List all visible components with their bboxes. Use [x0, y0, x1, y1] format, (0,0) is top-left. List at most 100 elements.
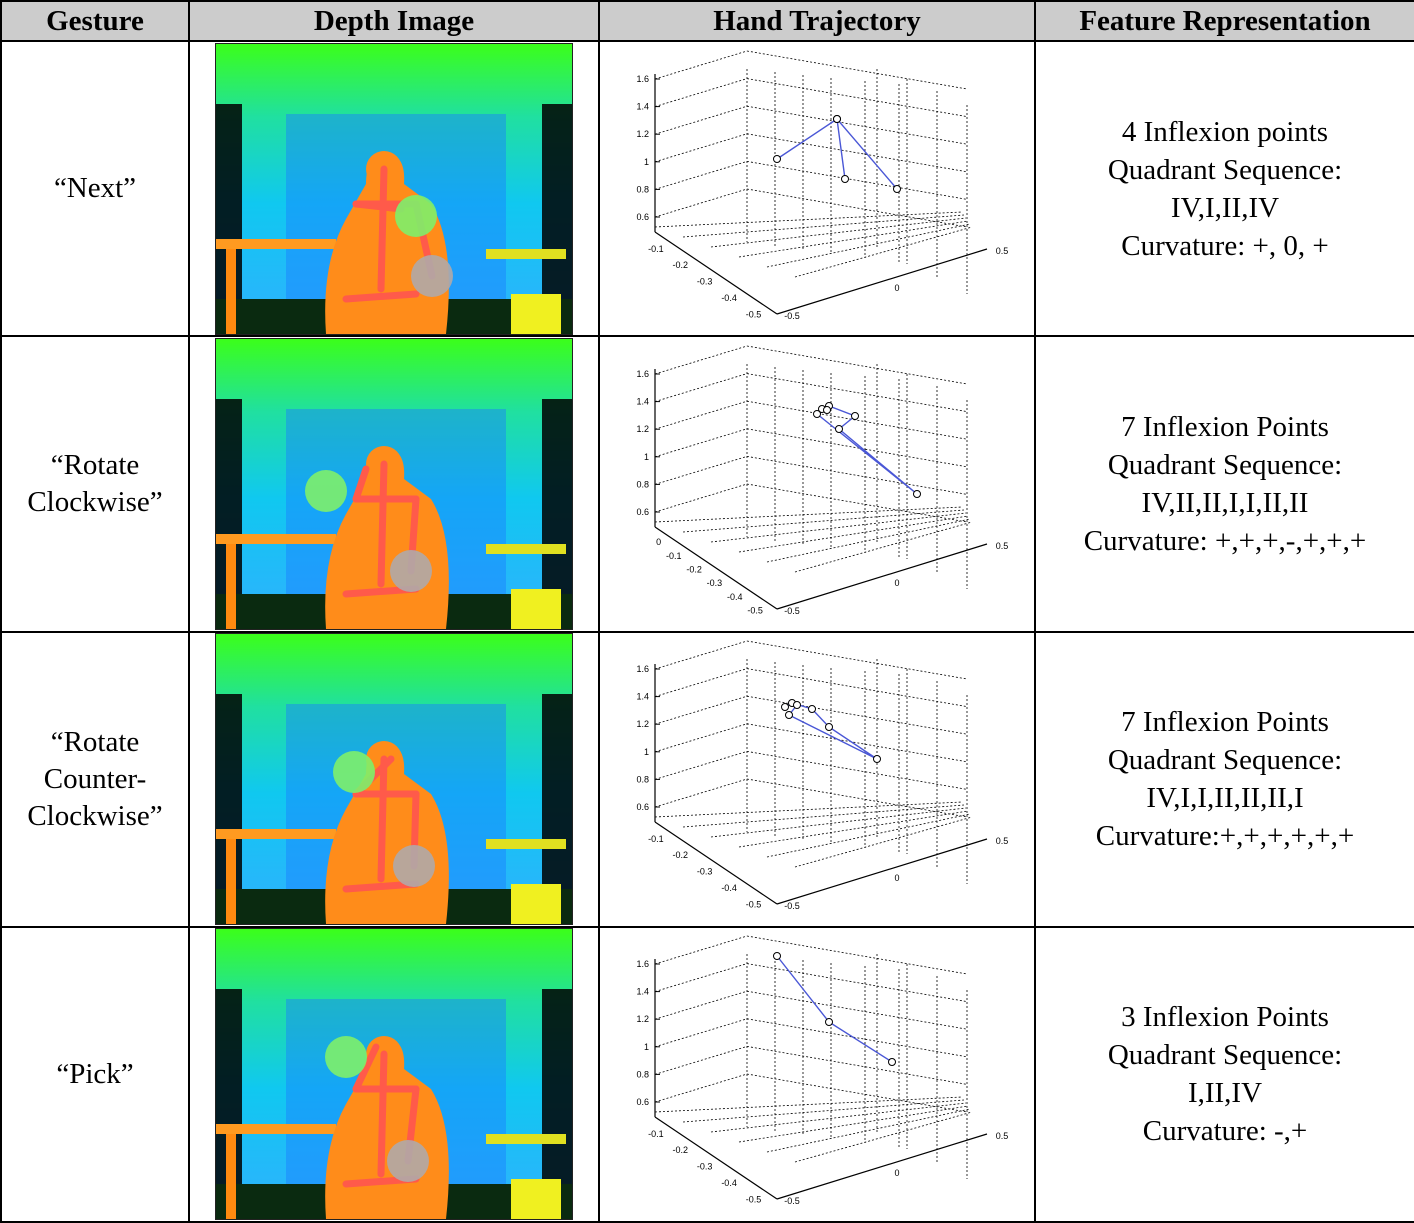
trajectory-plot: 1.6 1.4 1.2 1 0.8 0.6 -0.1 -0.2 -0.3 -0.4 -0.5 0.5 0… — [636, 50, 1009, 321]
feature-inflexion-points: 7 Inflexion Points — [1121, 706, 1329, 739]
header-row: Gesture Depth Image Hand Trajectory Feat… — [0, 0, 1414, 42]
y-tick-label: -0.4 — [721, 883, 737, 893]
y-tick-label: 0 — [656, 537, 661, 547]
trajectory-plot: 1.6 1.4 1.2 1 0.8 0.6 0 -0.1 -0.2 -0.3 -0.4 -0.5 0.5… — [636, 345, 1009, 616]
feature-curvature: Curvature: +,+,+,-,+,+,+ — [1083, 524, 1367, 557]
gesture-label: “Pick” — [56, 1057, 134, 1090]
feature-inflexion-points: 3 Inflexion Points — [1121, 1001, 1329, 1034]
x-tick-label: 0.5 — [996, 836, 1009, 846]
feature-quadrant-label: Quadrant Sequence: — [1107, 1039, 1343, 1072]
y-tick-label: -0.3 — [697, 276, 713, 286]
x-tick-label: -0.5 — [784, 1196, 800, 1206]
depth-image — [215, 338, 573, 630]
active-hand-marker — [333, 751, 375, 794]
z-tick-label: 0.6 — [636, 507, 649, 517]
y-tick-label: -0.2 — [686, 564, 702, 574]
idle-hand-marker — [387, 1140, 429, 1183]
y-tick-label: -0.4 — [721, 293, 737, 303]
hand-trajectory-cell: 1.6 1.4 1.2 1 0.8 0.6 -0.1 -0.2 -0.3 -0.4 -0.5 0.5 0… — [598, 630, 1036, 928]
depth-image-cell — [188, 925, 600, 1223]
z-tick-label: 1.4 — [636, 987, 649, 997]
inflexion-point-marker — [823, 405, 831, 414]
active-hand-marker — [305, 469, 347, 512]
y-tick-label: -0.3 — [707, 578, 723, 588]
inflexion-point-marker — [888, 1058, 896, 1067]
inflexion-point-marker — [781, 703, 789, 712]
y-tick-label: -0.4 — [727, 592, 743, 602]
table-row: “Next” 1.6 1.4 1.2 1 0.8 0.6 -0.1 -0.2 -0.3 -0.4-… — [0, 39, 1414, 338]
feature-quadrant-sequence: I,II,IV — [1187, 1077, 1263, 1110]
z-tick-label: 0.8 — [636, 1070, 649, 1080]
z-tick-label: 1.4 — [636, 692, 649, 702]
y-tick-label: -0.3 — [697, 867, 713, 877]
header-feature-representation: Feature Representation — [1034, 0, 1414, 42]
y-tick-label: -0.5 — [747, 605, 763, 615]
feature-inflexion-points: 7 Inflexion Points — [1121, 410, 1329, 443]
trajectory-line — [776, 955, 893, 1063]
y-tick-label: -0.2 — [673, 850, 689, 860]
inflexion-point-marker — [835, 424, 843, 433]
x-tick-label: -0.5 — [784, 311, 800, 321]
depth-image — [215, 928, 573, 1220]
z-tick-label: 0.8 — [636, 479, 649, 489]
gesture-label: “Next” — [53, 172, 137, 205]
inflexion-point-marker — [851, 411, 859, 420]
feature-cell: 7 Inflexion Points Quadrant Sequence: IV… — [1034, 335, 1414, 633]
inflexion-point-marker — [793, 701, 801, 710]
header-hand-trajectory: Hand Trajectory — [598, 0, 1036, 42]
inflexion-point-marker — [825, 1018, 833, 1027]
feature-quadrant-sequence: IV,II,II,I,I,II,II — [1141, 486, 1309, 519]
feature-curvature: Curvature: +, 0, + — [1121, 229, 1329, 262]
inflexion-point-marker — [808, 705, 816, 714]
gesture-cell: “Rotate Counter- Clockwise” — [0, 630, 190, 928]
inflexion-point-marker — [893, 184, 901, 193]
z-tick-label: 1.6 — [636, 369, 649, 379]
gesture-label: Clockwise” — [27, 485, 163, 518]
x-tick-label: 0.5 — [996, 246, 1009, 256]
y-tick-label: -0.5 — [746, 1195, 762, 1205]
feature-cell: 4 Inflexion points Quadrant Sequence: IV… — [1034, 39, 1414, 338]
z-tick-label: 1 — [644, 747, 649, 757]
trajectory-line — [815, 405, 918, 495]
z-tick-label: 0.8 — [636, 184, 649, 194]
feature-curvature: Curvature:+,+,+,+,+,+ — [1095, 820, 1355, 853]
depth-image-cell — [188, 39, 600, 338]
gesture-label: “Rotate — [50, 448, 140, 481]
gesture-label: “Rotate — [50, 725, 140, 758]
x-tick-label: 0 — [894, 578, 899, 588]
z-tick-label: 1.6 — [636, 74, 649, 84]
z-tick-label: 0.6 — [636, 802, 649, 812]
y-tick-label: -0.5 — [746, 309, 762, 319]
feature-cell: 3 Inflexion Points Quadrant Sequence: I,… — [1034, 925, 1414, 1223]
feature-curvature: Curvature: -,+ — [1142, 1115, 1308, 1148]
hand-trajectory-cell: 1.6 1.4 1.2 1 0.8 0.6 -0.1 -0.2 -0.3 -0.4 -0.5 0.5 0… — [598, 925, 1036, 1223]
x-tick-label: 0.5 — [996, 541, 1009, 551]
active-hand-marker — [325, 1036, 367, 1079]
z-tick-label: 1 — [644, 1042, 649, 1052]
table-row: “Rotate Clockwise” 1.6 1.4 1.2 1 0.8 0.6 0 -0.1… — [0, 335, 1414, 633]
y-tick-label: -0.2 — [673, 260, 689, 270]
hand-trajectory-cell: 1.6 1.4 1.2 1 0.8 0.6 -0.1 -0.2 -0.3 -0.4 -0.5 0.5 0… — [598, 39, 1036, 338]
gesture-cell: “Pick” — [0, 925, 190, 1223]
z-tick-label: 0.8 — [636, 775, 649, 785]
depth-image — [215, 633, 573, 925]
z-tick-label: 1 — [644, 156, 649, 166]
idle-hand-marker — [390, 549, 432, 592]
x-tick-label: -0.5 — [784, 901, 800, 911]
feature-inflexion-points: 4 Inflexion points — [1121, 115, 1329, 148]
depth-image — [215, 43, 573, 335]
trajectory-line — [784, 702, 878, 760]
feature-cell: 7 Inflexion Points Quadrant Sequence: IV… — [1034, 630, 1414, 928]
header-gesture: Gesture — [0, 0, 190, 42]
y-tick-label: -0.4 — [721, 1178, 737, 1188]
idle-hand-marker — [411, 254, 453, 297]
x-tick-label: 0 — [894, 873, 899, 883]
feature-quadrant-label: Quadrant Sequence: — [1107, 448, 1343, 481]
gesture-label: Clockwise” — [27, 799, 163, 832]
z-tick-label: 1.2 — [636, 719, 649, 729]
y-tick-label: -0.5 — [746, 900, 762, 910]
inflexion-point-marker — [813, 409, 821, 418]
x-tick-label: 0 — [894, 283, 899, 293]
z-tick-label: 1.6 — [636, 959, 649, 969]
